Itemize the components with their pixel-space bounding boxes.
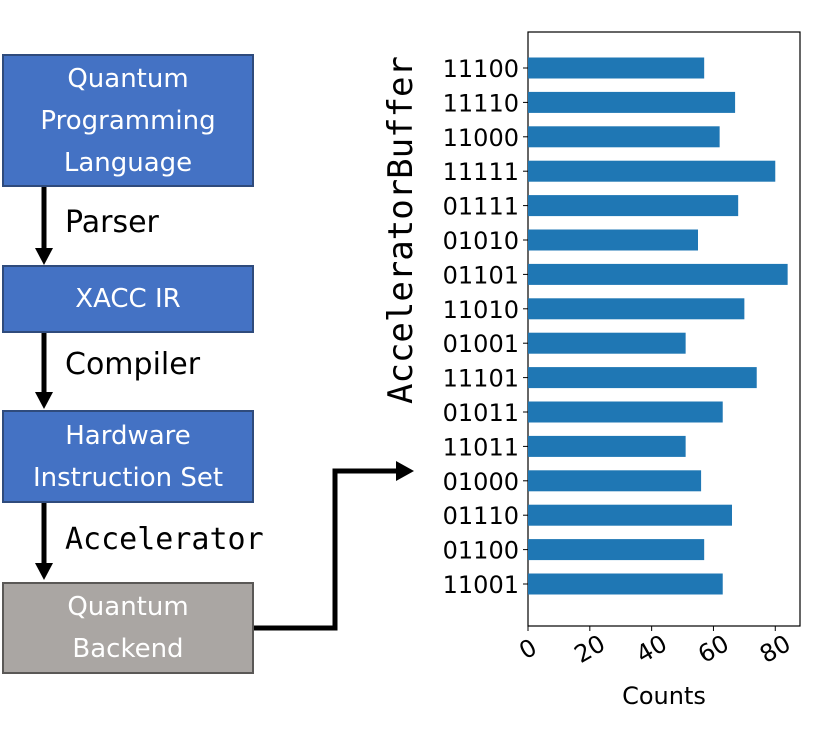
arrow-backend-to-buffer [254, 468, 398, 631]
bar-01101 [528, 263, 788, 285]
bar-11100 [528, 57, 705, 79]
bar-01111 [528, 195, 739, 217]
bar-01100 [528, 539, 705, 561]
x-tick-label: 40 [631, 629, 671, 669]
x-tick-label: 80 [755, 629, 795, 669]
arrowhead-compiler [35, 392, 53, 409]
box-hardware-instruction-set: Hardware Instruction Set [2, 410, 254, 503]
box-label: XACC IR [75, 284, 181, 314]
y-tick-label: 11010 [443, 296, 519, 324]
bar-01110 [528, 504, 732, 526]
box-label: Hardware Instruction Set [32, 420, 224, 493]
y-tick-label: 01000 [443, 468, 519, 496]
box-label: Quantum Programming Language [40, 63, 216, 178]
y-tick-label: 11011 [443, 433, 519, 461]
x-tick-label: 0 [514, 633, 541, 665]
y-tick-label: 11111 [443, 158, 519, 186]
y-tick-label: 11000 [443, 124, 519, 152]
y-tick-label: 01110 [443, 502, 519, 530]
box-quantum-backend: Quantum Backend [2, 582, 254, 674]
chart-title: AcceleratorBuffer [381, 56, 421, 404]
plot-frame [527, 31, 801, 627]
bar-11111 [528, 160, 776, 182]
edge-label-accelerator: Accelerator [65, 522, 264, 557]
y-tick-label: 01101 [443, 261, 519, 289]
bar-11110 [528, 91, 736, 113]
arrowhead-parser [35, 248, 53, 265]
box-xacc-ir: XACC IR [2, 265, 254, 333]
y-tick-label: 01001 [443, 330, 519, 358]
box-label: Quantum Backend [67, 592, 189, 664]
bar-01011 [528, 401, 723, 423]
bar-11001 [528, 573, 723, 595]
y-tick-label: 11100 [443, 55, 519, 83]
y-tick-label: 01011 [443, 399, 519, 427]
bar-01010 [528, 229, 698, 251]
bar-11000 [528, 126, 720, 148]
arrowhead-backend-to-buffer [396, 461, 414, 481]
y-tick-label: 01100 [443, 537, 519, 565]
box-quantum-programming-language: Quantum Programming Language [2, 54, 254, 187]
bar-01001 [528, 332, 686, 354]
arrowhead-accelerator [35, 563, 53, 580]
y-tick-label: 11001 [443, 571, 519, 599]
y-tick-label: 01111 [443, 193, 519, 221]
x-axis-label: Counts [622, 682, 706, 710]
bar-01000 [528, 470, 702, 492]
y-tick-label: 11101 [443, 365, 519, 393]
edge-label-parser: Parser [65, 205, 159, 240]
y-tick-label: 01010 [443, 227, 519, 255]
x-tick-label: 60 [693, 629, 733, 669]
y-tick-label: 11110 [443, 89, 519, 117]
bar-11101 [528, 367, 757, 389]
edge-label-compiler: Compiler [65, 347, 201, 382]
bar-11010 [528, 298, 745, 320]
x-tick-label: 20 [570, 629, 610, 669]
bar-11011 [528, 435, 686, 457]
